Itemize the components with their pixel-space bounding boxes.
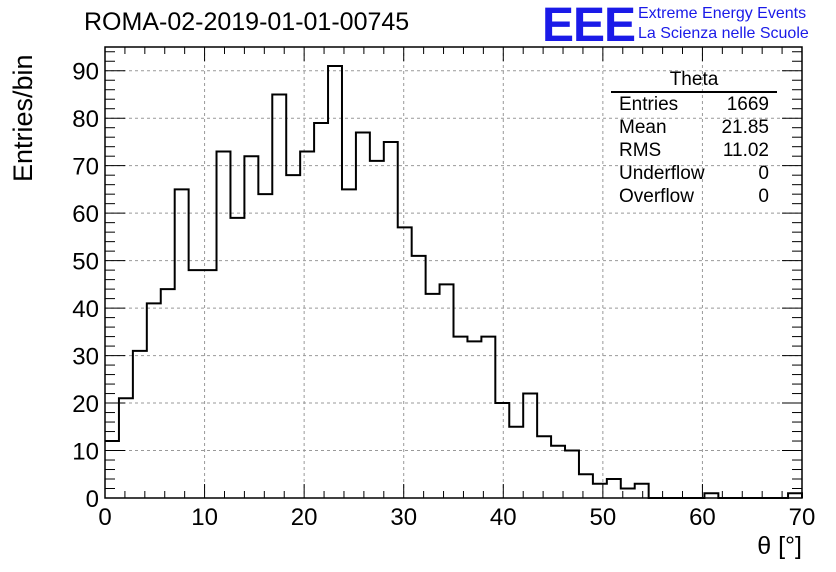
logo-text-line2: La Scienza nelle Scuole: [638, 25, 809, 42]
histogram-bin: [440, 284, 454, 498]
stats-value: 1669: [726, 94, 769, 115]
stats-row-rms: RMS 11.02: [611, 139, 777, 162]
histogram-bin: [426, 294, 440, 498]
x-tick-label: 70: [789, 504, 816, 531]
y-tick-label: 30: [72, 344, 99, 371]
histogram-bin: [537, 436, 551, 498]
x-tick-label: 30: [390, 504, 417, 531]
histogram-bin: [314, 123, 328, 498]
histogram-bin: [217, 151, 231, 498]
histogram-bins: [105, 64, 803, 499]
histogram-bin: [244, 156, 258, 498]
y-axis-label: Entries/bin: [8, 54, 38, 182]
stats-value: 0: [758, 163, 769, 184]
y-tick-label: 50: [72, 249, 99, 276]
stats-box-title: Theta: [611, 70, 777, 93]
y-tick-label: 0: [86, 486, 99, 513]
histogram-bin: [147, 303, 161, 498]
histogram-bin: [370, 161, 384, 498]
stats-label: Entries: [619, 94, 679, 115]
x-axis-label: θ [°]: [757, 532, 802, 560]
stats-box: Theta Entries 1669 Mean 21.85 RMS 11.02 …: [611, 70, 777, 208]
histogram-bin: [481, 337, 495, 498]
histogram-bin: [175, 189, 189, 498]
histogram-bin: [356, 132, 370, 498]
stats-row-overflow: Overflow 0: [611, 185, 777, 208]
histogram-bin: [621, 489, 635, 498]
y-tick-label: 70: [72, 154, 99, 181]
histogram-bin: [593, 484, 607, 498]
histogram-bin: [328, 66, 342, 498]
tick-labels: 0 10 20 30 40 50 60 70 0 10 20 30 40 50 60 70 80 90: [72, 59, 815, 531]
logo-text-line1: Extreme Energy Events: [638, 5, 807, 22]
histogram-bin: [495, 403, 509, 498]
stats-row-mean: Mean 21.85: [611, 116, 777, 139]
x-tick-label: 60: [689, 504, 716, 531]
histogram-bin: [272, 94, 286, 498]
histogram-bin: [300, 151, 314, 498]
histogram-bin: [119, 398, 133, 498]
histogram-bin: [258, 194, 272, 498]
x-tick-label: 40: [490, 504, 517, 531]
histogram-bin: [635, 484, 649, 498]
histogram-bin: [384, 142, 398, 498]
plot-frame: [104, 46, 803, 499]
stats-value: 0: [758, 186, 769, 207]
stats-label: RMS: [619, 140, 662, 161]
stats-row-underflow: Underflow 0: [611, 162, 777, 185]
axis-ticks: [104, 47, 803, 499]
x-tick-label: 0: [98, 504, 111, 531]
histogram-bin: [105, 441, 119, 498]
stats-label: Overflow: [619, 186, 694, 207]
histogram-bin: [607, 479, 621, 498]
histogram-bin: [454, 337, 468, 498]
histogram-bin: [286, 175, 300, 498]
stats-label: Mean: [619, 117, 667, 138]
stats-value: 21.85: [721, 117, 769, 138]
histogram-bin: [551, 446, 565, 498]
histogram-bin: [230, 218, 244, 498]
histogram-bin: [523, 394, 537, 498]
eee-logo: EEE: [542, 0, 636, 52]
chart-title: ROMA-02-2019-01-01-00745: [84, 8, 410, 36]
histogram-bin: [203, 270, 217, 498]
histogram-bin: [133, 351, 147, 498]
histogram-bin: [189, 270, 203, 498]
y-tick-label: 40: [72, 296, 99, 323]
histogram-bin: [467, 341, 481, 498]
y-tick-label: 20: [72, 391, 99, 418]
histogram-bin: [342, 189, 356, 498]
y-tick-label: 80: [72, 106, 99, 133]
histogram-bin: [565, 451, 579, 498]
histogram-bin: [579, 474, 593, 498]
x-tick-label: 10: [191, 504, 218, 531]
x-tick-label: 20: [291, 504, 318, 531]
histogram-outline: [105, 64, 803, 499]
histogram-bin: [509, 427, 523, 498]
histogram-bin: [412, 256, 426, 498]
x-tick-label: 50: [590, 504, 617, 531]
stats-label: Underflow: [619, 163, 705, 184]
histogram-bin: [161, 289, 175, 498]
histogram-bin: [398, 227, 412, 498]
y-tick-label: 60: [72, 201, 99, 228]
y-tick-label: 90: [72, 59, 99, 86]
y-tick-label: 10: [72, 439, 99, 466]
stats-row-entries: Entries 1669: [611, 93, 777, 116]
stats-value: 11.02: [722, 140, 769, 161]
